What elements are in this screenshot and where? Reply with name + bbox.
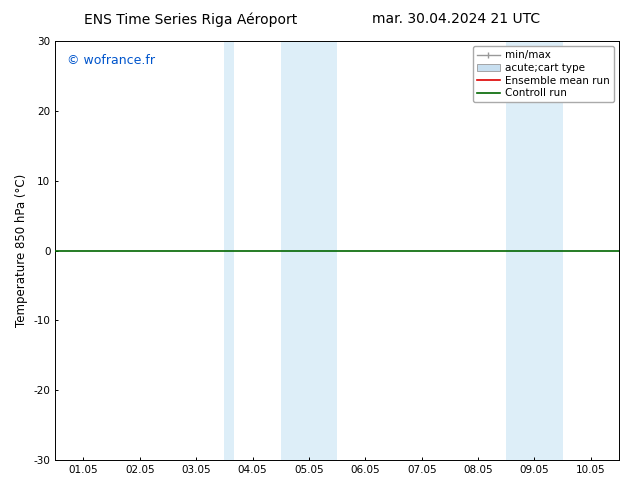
Bar <box>224 41 234 460</box>
Text: mar. 30.04.2024 21 UTC: mar. 30.04.2024 21 UTC <box>372 12 541 26</box>
Text: ENS Time Series Riga Aéroport: ENS Time Series Riga Aéroport <box>84 12 297 27</box>
Bar <box>507 41 516 460</box>
Bar <box>516 41 562 460</box>
Y-axis label: Temperature 850 hPa (°C): Temperature 850 hPa (°C) <box>15 174 28 327</box>
Bar <box>281 41 337 460</box>
Legend: min/max, acute;cart type, Ensemble mean run, Controll run: min/max, acute;cart type, Ensemble mean … <box>472 46 614 102</box>
Text: © wofrance.fr: © wofrance.fr <box>67 53 155 67</box>
